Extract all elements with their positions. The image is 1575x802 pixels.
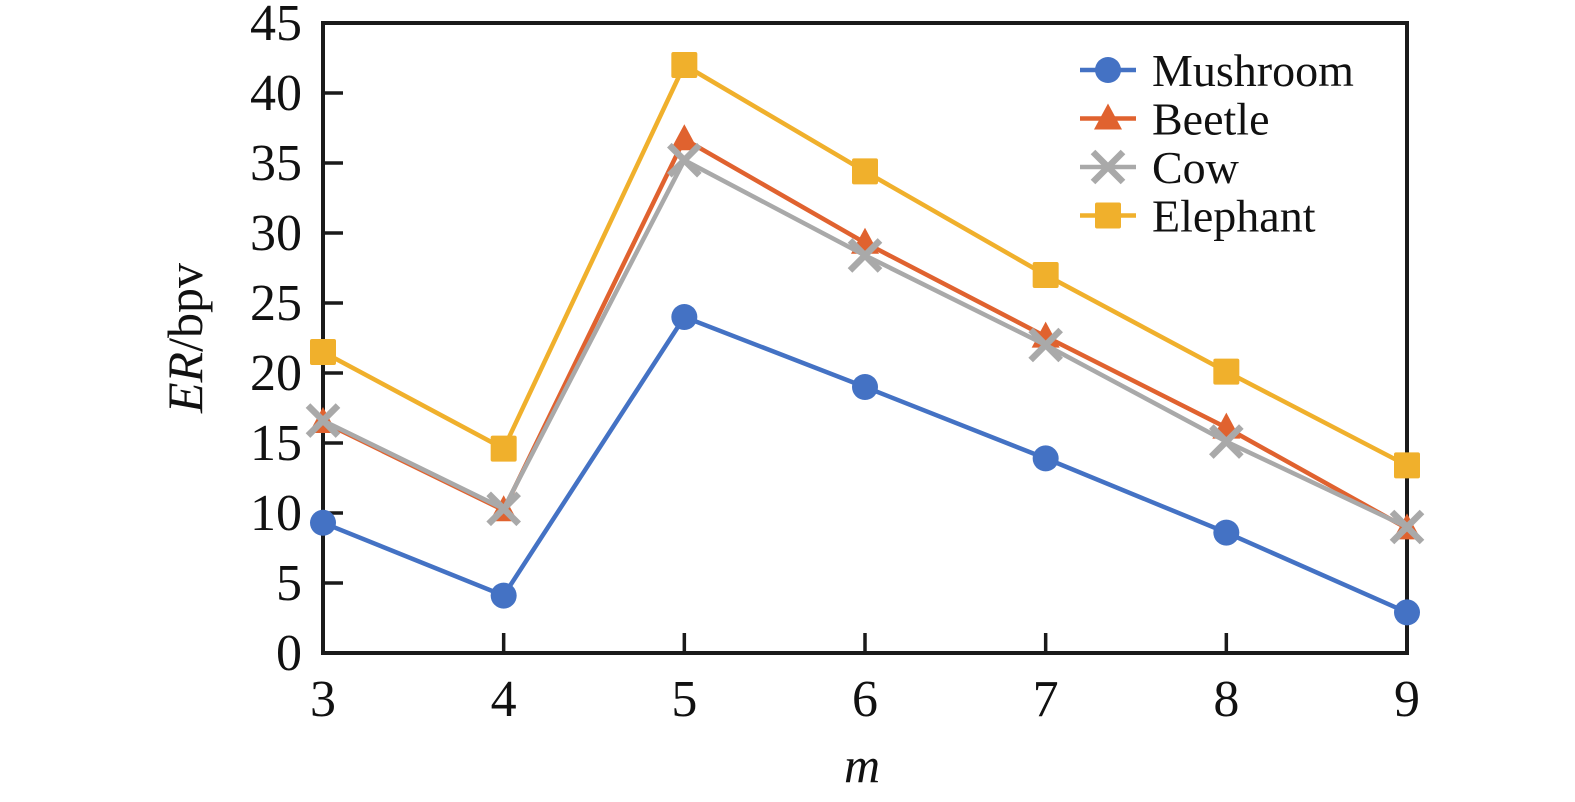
data-point-mushroom	[490, 582, 517, 609]
data-point-elephant	[671, 52, 698, 78]
y-tick-label: 15	[250, 415, 302, 472]
data-point-cow	[1389, 509, 1425, 545]
data-point-cow	[667, 142, 702, 178]
data-point-cow	[1209, 424, 1244, 459]
y-axis-label-unit: /bpv	[157, 263, 213, 352]
data-point-elephant	[1213, 358, 1240, 385]
legend-label-beetle: Beetle	[1152, 94, 1270, 145]
x-tick-label: 3	[310, 671, 336, 728]
legend-label-elephant: Elephant	[1152, 191, 1316, 242]
data-point-mushroom	[852, 374, 878, 400]
data-point-elephant	[852, 158, 878, 185]
data-point-elephant	[1032, 262, 1059, 288]
y-tick-label: 35	[250, 135, 302, 192]
x-tick-label: 5	[671, 671, 697, 728]
data-point-beetle	[670, 124, 699, 151]
data-point-elephant	[490, 435, 517, 462]
x-tick-label: 4	[491, 671, 517, 728]
data-point-cow	[486, 491, 521, 527]
data-point-mushroom	[310, 509, 336, 536]
y-tick-label: 45	[250, 0, 302, 52]
legend-marker-elephant	[1095, 202, 1121, 229]
y-tick-label: 25	[250, 275, 302, 332]
data-point-cow	[305, 403, 341, 438]
y-tick-label: 40	[250, 65, 302, 122]
data-point-elephant	[310, 339, 336, 365]
legend-marker-beetle	[1094, 103, 1122, 130]
y-axis-label-italic: ER	[157, 352, 213, 414]
legend-marker-mushroom	[1095, 57, 1121, 83]
x-tick-label: 7	[1033, 671, 1059, 728]
series-line-mushroom	[322, 314, 1408, 615]
legend-marker-cow	[1090, 149, 1126, 185]
data-point-cow	[847, 238, 883, 273]
data-point-cow	[1028, 327, 1063, 363]
legend-label-mushroom: Mushroom	[1152, 45, 1354, 96]
y-tick-label: 10	[250, 485, 302, 542]
y-tick-label: 5	[276, 555, 302, 612]
x-tick-label: 6	[852, 671, 878, 728]
data-point-mushroom	[1394, 599, 1420, 626]
y-axis-label: ER/bpv	[157, 263, 213, 414]
data-point-mushroom	[671, 304, 698, 330]
x-tick-label: 8	[1213, 671, 1239, 728]
x-axis-label: m	[844, 737, 880, 793]
data-point-mushroom	[1213, 519, 1240, 546]
x-tick-label: 9	[1394, 671, 1420, 728]
y-tick-label: 0	[276, 625, 302, 682]
y-tick-label: 30	[250, 205, 302, 262]
data-point-elephant	[1394, 452, 1420, 479]
legend-label-cow: Cow	[1152, 142, 1240, 193]
data-point-mushroom	[1032, 445, 1059, 472]
y-tick-label: 20	[250, 345, 302, 402]
